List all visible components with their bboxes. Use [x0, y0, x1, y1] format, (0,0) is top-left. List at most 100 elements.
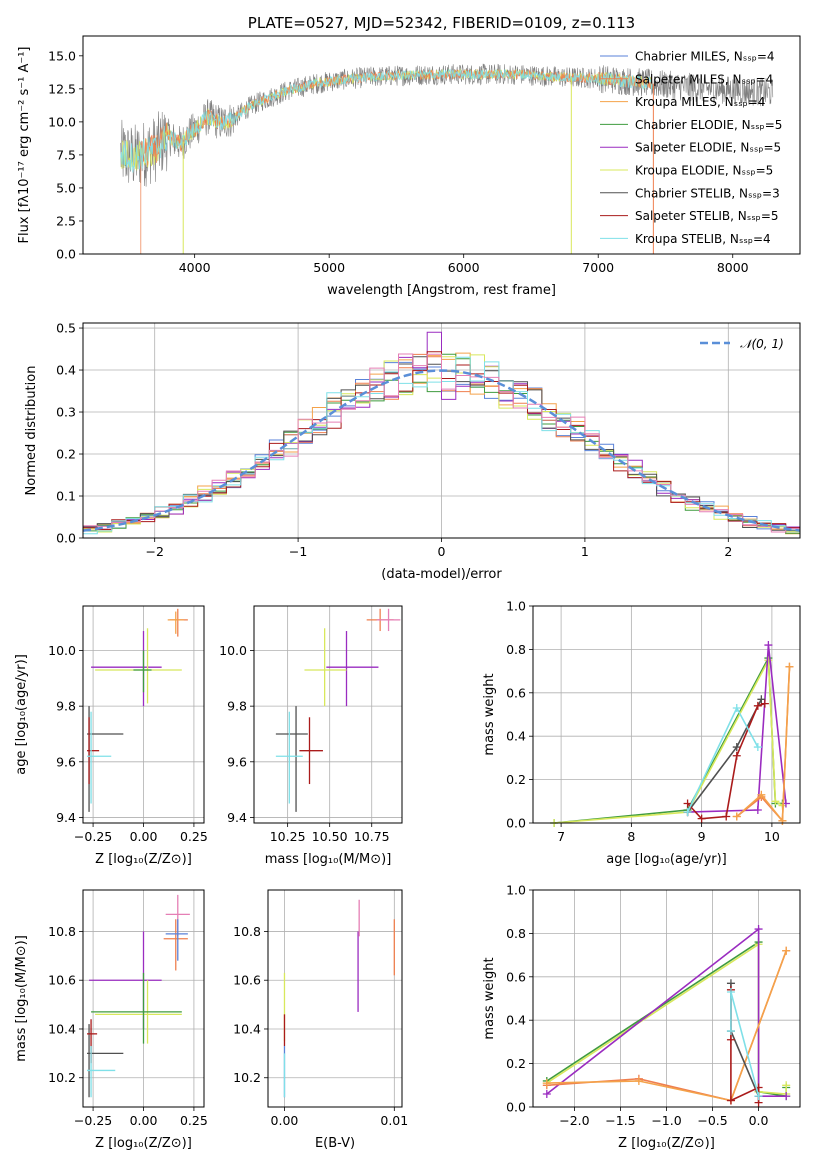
x-tick-label: −0.25	[74, 829, 112, 844]
weight-point	[757, 695, 766, 704]
panel-residuals: −2 −1 0 1 2 0.0 0.1 0.2 0.3 0.4 0.5 (data-model)/er…	[24, 321, 801, 582]
spectrum-legend: Chabrier MILES, Nₛₛₚ=4 Salpeter MILES, Nₛ…	[600, 50, 782, 246]
y-tick-label: 10.8	[48, 924, 76, 939]
y-tick-label: 10.2	[48, 1070, 76, 1085]
plot-area	[275, 608, 401, 812]
plot-area	[87, 608, 188, 812]
weight-point	[753, 701, 762, 710]
y-tick-label: 7.5	[56, 147, 76, 162]
x-tick-label: 0.0	[749, 1113, 769, 1128]
x-tick-label: 9	[698, 829, 706, 844]
y-axis-label: mass [log₁₀(M/M⊙)]	[14, 935, 29, 1062]
weight-point	[683, 799, 692, 808]
y-tick-label: 10.6	[48, 973, 76, 988]
y-tick-label: 5.0	[56, 180, 76, 195]
y-tick-label: 9.4	[56, 810, 76, 825]
y-tick-label: 15.0	[48, 48, 76, 63]
weight-point	[764, 641, 773, 650]
y-tick-label: 0.0	[56, 531, 76, 546]
x-axis-label: Z [log₁₀(Z/Z⊙)]	[618, 1136, 715, 1151]
y-tick-label: 0.8	[506, 642, 526, 657]
axes-frame	[267, 889, 403, 1108]
weight-point	[732, 703, 741, 712]
weight-point	[754, 1092, 763, 1101]
x-tick-label: −1.5	[605, 1113, 635, 1128]
axes-frame	[253, 605, 403, 824]
weight-point	[726, 1035, 735, 1044]
legend-entry: 𝒩(0, 1)	[740, 337, 784, 351]
weight-series	[554, 655, 783, 824]
weight-point	[753, 743, 762, 752]
panel-mass_vs_Z: −0.25 0.00 0.25 10.2 10.4 10.6 10.8 Z [log₁₀(Z/…	[14, 889, 208, 1151]
plot-area	[550, 641, 794, 827]
x-tick-label: 10.75	[354, 829, 390, 844]
weight-point	[757, 790, 766, 799]
y-tick-label: 9.8	[227, 699, 247, 714]
y-tick-label: 10.0	[48, 643, 76, 658]
plot-area	[542, 925, 791, 1107]
y-tick-label: 12.5	[48, 81, 76, 96]
spectrum-model-line	[120, 68, 653, 173]
y-tick-label: 10.0	[48, 114, 76, 129]
weight-series	[687, 645, 787, 813]
y-tick-label: 1.0	[506, 883, 526, 898]
y-axis-label: age [log₁₀(age/yr)]	[14, 654, 29, 775]
y-tick-label: 9.4	[227, 810, 247, 825]
legend-entry: Salpeter ELODIE, Nₛₛₚ=5	[635, 141, 781, 155]
x-tick-label: 0.00	[130, 1113, 158, 1128]
x-axis-label: Z [log₁₀(Z/Z⊙)]	[95, 852, 192, 867]
legend-entry: Salpeter MILES, Nₛₛₚ=4	[635, 72, 773, 86]
x-tick-label: −1	[289, 544, 307, 559]
weight-point	[726, 1027, 735, 1036]
x-tick-label: −2.0	[559, 1113, 589, 1128]
axes-frame	[532, 605, 801, 824]
y-tick-label: 0.2	[506, 1056, 526, 1071]
weight-point	[542, 1089, 551, 1098]
x-axis-label: (data-model)/error	[381, 567, 502, 582]
weight-point	[634, 1076, 643, 1085]
weight-point	[782, 1081, 791, 1090]
plot-area	[283, 899, 395, 1098]
x-tick-label: 10.25	[270, 829, 306, 844]
x-tick-label: 2	[724, 544, 732, 559]
x-tick-label: 7000	[582, 260, 614, 275]
spectrum-model-line	[120, 68, 653, 171]
weight-point	[542, 1079, 551, 1088]
y-tick-label: 0.0	[56, 247, 76, 262]
x-tick-label: −0.5	[697, 1113, 727, 1128]
x-tick-label: 8	[627, 829, 635, 844]
weight-point	[785, 662, 794, 671]
x-tick-label: 1	[581, 544, 589, 559]
y-tick-label: 10.4	[233, 1021, 261, 1036]
y-tick-label: 0.5	[56, 321, 76, 336]
x-tick-label: 7	[557, 829, 565, 844]
y-tick-label: 0.4	[506, 729, 526, 744]
weight-series	[546, 927, 787, 1097]
weight-point	[732, 743, 741, 752]
x-tick-label: 0.25	[180, 829, 208, 844]
plot-area	[82, 331, 801, 535]
x-tick-label: 0.00	[130, 829, 158, 844]
x-tick-label: 5000	[313, 260, 345, 275]
legend-entry: Kroupa STELIB, Nₛₛₚ=4	[635, 232, 771, 246]
y-tick-label: 9.6	[227, 754, 247, 769]
y-axis-label: Flux [fλ10⁻¹⁷ erg cm⁻² s⁻¹ A⁻¹]	[17, 47, 32, 244]
y-tick-label: 0.2	[56, 447, 76, 462]
x-tick-label: 10	[764, 829, 780, 844]
x-axis-label: age [log₁₀(age/yr)]	[606, 852, 727, 867]
spectrum-model-line	[140, 69, 653, 254]
y-tick-label: 10.0	[219, 643, 247, 658]
plot-area	[87, 894, 190, 1098]
y-tick-label: 10.2	[233, 1070, 261, 1085]
weight-point	[722, 812, 731, 821]
x-axis-label: Z [log₁₀(Z/Z⊙)]	[95, 1136, 192, 1151]
panel-weight_vs_Z: −2.0 −1.5 −1.0 −0.5 0.0 0.0 0.2 0.4 0.6 0.8 1.0 Z […	[482, 883, 801, 1151]
x-tick-label: 4000	[179, 260, 211, 275]
plot-area	[120, 63, 774, 254]
y-tick-label: 0.3	[56, 405, 76, 420]
weight-point	[771, 797, 780, 806]
legend-entry: Salpeter STELIB, Nₛₛₚ=5	[635, 209, 779, 223]
y-tick-label: 10.6	[233, 973, 261, 988]
axes-frame	[82, 605, 205, 824]
legend-entry: Chabrier STELIB, Nₛₛₚ=3	[635, 186, 780, 200]
